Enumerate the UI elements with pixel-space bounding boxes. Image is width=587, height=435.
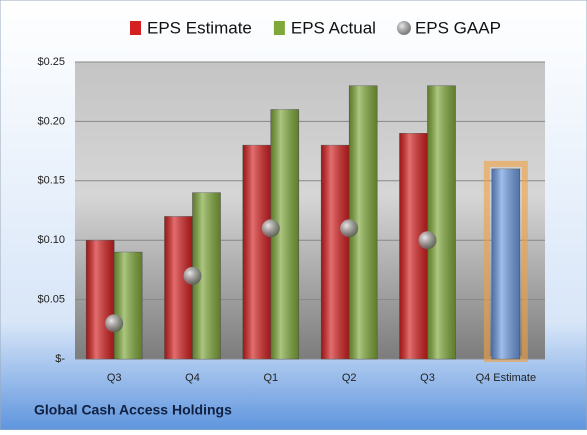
gaap-marker (105, 314, 124, 333)
bar-shine (164, 216, 193, 359)
x-tick-label: Q3 (107, 372, 122, 384)
legend-marker (273, 21, 285, 35)
y-tick-label: $0.15 (37, 175, 65, 187)
chart-title: Global Cash Access Holdings (34, 402, 232, 418)
x-tick-label: Q3 (420, 372, 435, 384)
x-tick-label: Q1 (263, 372, 278, 384)
legend-label: EPS Estimate (147, 18, 252, 37)
legend-label: EPS GAAP (415, 18, 501, 37)
gaap-marker (418, 231, 437, 250)
gaap-marker (340, 219, 359, 238)
y-tick-label: $- (55, 353, 65, 365)
bar-shine (242, 145, 271, 359)
x-tick-label: Q4 Estimate (476, 372, 537, 384)
bar-shine (427, 85, 456, 359)
x-tick-label: Q2 (342, 372, 357, 384)
bar-shine (86, 240, 115, 359)
gaap-marker (183, 266, 202, 285)
bar-shine (491, 168, 520, 359)
legend-marker (396, 21, 411, 35)
y-tick-label: $0.10 (37, 234, 65, 246)
y-tick-label: $0.05 (37, 294, 65, 306)
plot-area (75, 62, 545, 359)
legend-marker (130, 21, 141, 35)
y-tick-label: $0.20 (37, 115, 65, 127)
legend-label: EPS Actual (291, 18, 376, 37)
x-tick-label: Q4 (185, 372, 200, 384)
gaap-marker (261, 219, 280, 238)
bar-shine (114, 252, 143, 359)
y-tick-label: $0.25 (37, 56, 65, 68)
bar-shine (321, 145, 350, 359)
